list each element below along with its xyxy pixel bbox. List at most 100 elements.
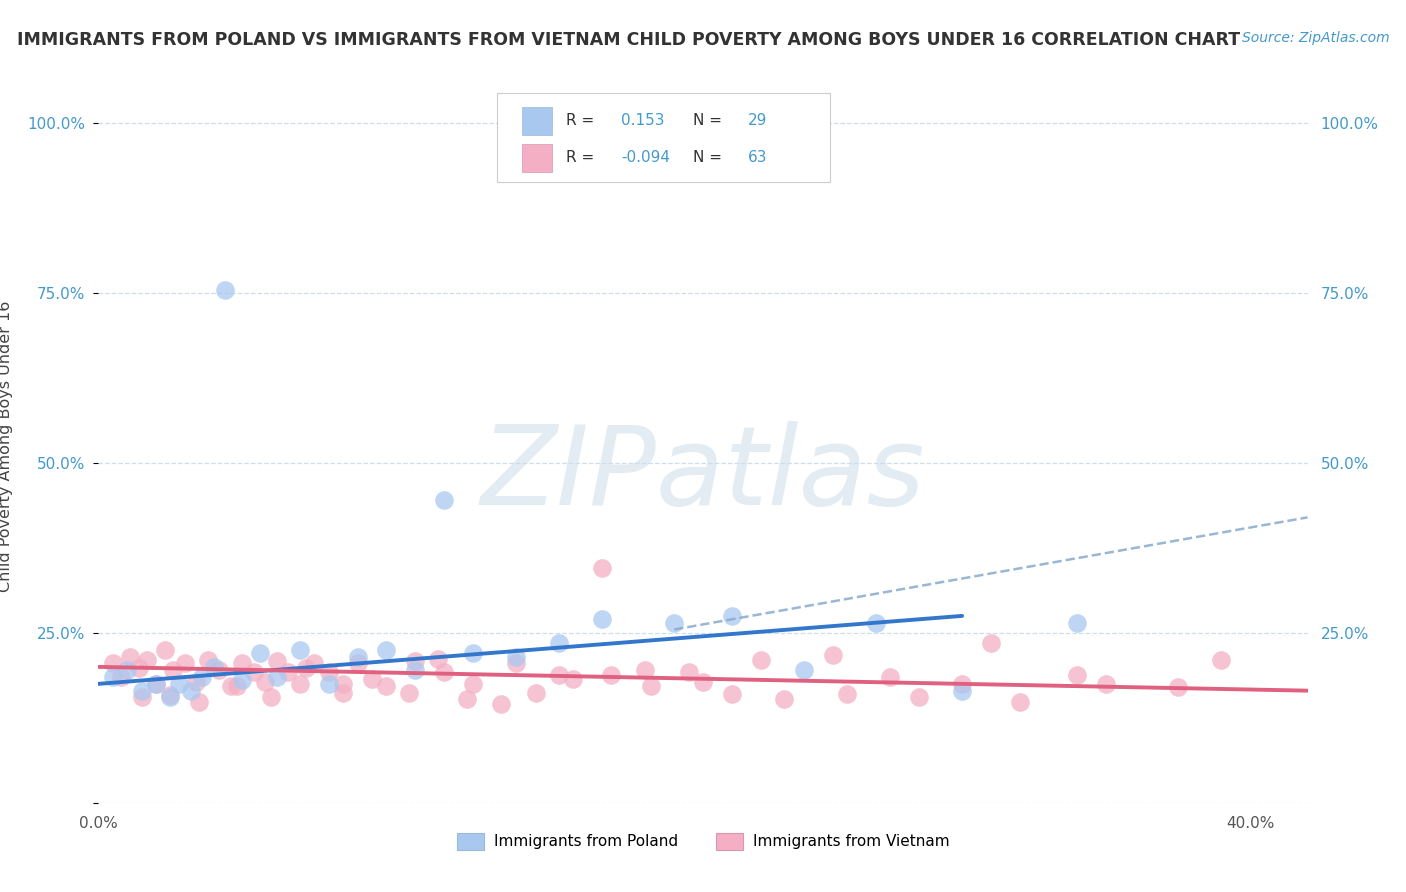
Point [634,663,657,677]
Point [562,672,585,686]
Point [433,493,456,508]
Point [167,677,190,691]
Point [332,677,354,691]
Point [346,657,368,671]
Point [1008,695,1031,709]
Point [254,674,277,689]
Point [243,665,266,680]
Point [835,687,858,701]
Point [197,653,219,667]
Point [1167,680,1189,694]
Point [294,661,316,675]
Point [288,677,311,691]
Text: IMMIGRANTS FROM POLAND VS IMMIGRANTS FROM VIETNAM CHILD POVERTY AMONG BOYS UNDER: IMMIGRANTS FROM POLAND VS IMMIGRANTS FRO… [17,31,1240,49]
Point [980,636,1002,650]
FancyBboxPatch shape [498,93,830,182]
Point [664,615,686,630]
Point [548,636,571,650]
Point [231,657,253,671]
Point [1066,668,1088,682]
Point [793,663,815,677]
Point [266,655,288,669]
Point [318,677,340,691]
Point [249,646,271,660]
Point [101,657,124,671]
Point [332,686,354,700]
Text: -0.094: -0.094 [621,151,669,165]
Point [361,672,384,686]
Point [188,695,211,709]
Point [865,615,887,630]
Point [398,686,420,700]
Point [159,689,181,703]
Point [346,649,368,664]
Point [131,683,153,698]
Point [640,679,662,693]
Point [404,663,426,677]
Point [225,679,247,693]
Text: R =: R = [567,113,595,128]
Text: N =: N = [693,151,723,165]
Point [318,665,340,680]
Text: R =: R = [567,151,595,165]
Point [260,690,283,705]
Point [1095,677,1118,691]
Point [101,670,124,684]
Point [214,283,236,297]
Point [879,670,901,684]
Point [599,668,621,682]
Point [678,665,700,680]
Text: Source: ZipAtlas.com: Source: ZipAtlas.com [1241,31,1389,45]
Point [591,612,613,626]
Text: ZIPatlas: ZIPatlas [481,421,925,528]
Point [288,643,311,657]
Point [1211,653,1233,667]
Point [375,643,398,657]
Point [375,679,398,693]
Point [456,692,478,706]
Point [180,683,202,698]
Point [202,660,225,674]
Point [145,677,167,691]
Point [950,683,973,698]
Point [908,690,931,705]
Text: 0.153: 0.153 [621,113,664,128]
Point [110,670,132,684]
Point [131,690,153,705]
Point [524,686,547,700]
Point [304,657,326,671]
Point [173,657,195,671]
Point [720,608,742,623]
Point [208,663,231,677]
Point [219,679,242,693]
Point [950,677,973,691]
Point [145,677,167,691]
Point [461,677,484,691]
Point [433,665,456,680]
Y-axis label: Child Poverty Among Boys Under 16: Child Poverty Among Boys Under 16 [0,301,13,591]
Point [231,673,253,688]
Point [821,648,844,662]
Point [591,561,613,575]
Bar [522,107,553,136]
Point [159,690,181,705]
Text: N =: N = [693,113,723,128]
Point [191,670,214,684]
Point [427,651,450,665]
Point [692,674,714,689]
Point [505,657,527,671]
Point [266,670,288,684]
Point [115,663,138,677]
Legend: Immigrants from Poland, Immigrants from Vietnam: Immigrants from Poland, Immigrants from … [451,827,955,855]
Point [404,655,426,669]
Bar [522,144,553,172]
Point [749,653,772,667]
Point [128,661,150,675]
Point [491,698,513,712]
Point [162,663,184,677]
Point [772,692,794,706]
Point [548,668,571,682]
Point [505,649,527,664]
Point [277,665,299,679]
Point [1066,615,1088,630]
